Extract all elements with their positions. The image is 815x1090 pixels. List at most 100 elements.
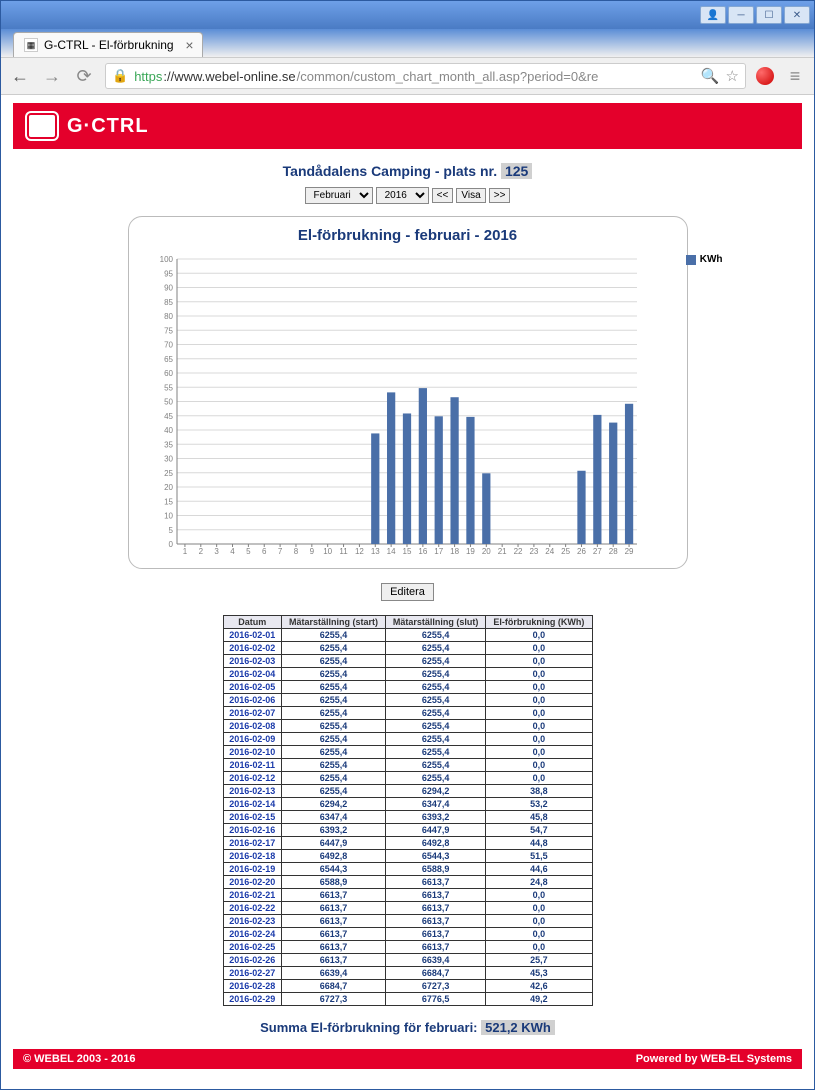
- date-link[interactable]: 2016-02-14: [229, 799, 275, 809]
- url-input[interactable]: 🔒 https ://www.webel-online.se /common/c…: [105, 63, 746, 89]
- value-cell: 6727,3: [385, 980, 485, 993]
- date-link[interactable]: 2016-02-15: [229, 812, 275, 822]
- date-cell[interactable]: 2016-02-14: [223, 798, 281, 811]
- svg-text:28: 28: [608, 547, 617, 556]
- minimize-button[interactable]: ─: [728, 6, 754, 24]
- value-cell: 0,0: [486, 915, 592, 928]
- date-link[interactable]: 2016-02-16: [229, 825, 275, 835]
- forward-button[interactable]: →: [41, 65, 63, 87]
- date-link[interactable]: 2016-02-24: [229, 929, 275, 939]
- address-bar: ← → ⟳ 🔒 https ://www.webel-online.se /co…: [1, 57, 814, 95]
- tab-close-icon[interactable]: ×: [185, 37, 193, 53]
- date-link[interactable]: 2016-02-17: [229, 838, 275, 848]
- zoom-icon[interactable]: 🔍: [701, 67, 720, 85]
- date-link[interactable]: 2016-02-23: [229, 916, 275, 926]
- value-cell: 0,0: [486, 655, 592, 668]
- title-place-nr: 125: [501, 163, 532, 179]
- date-link[interactable]: 2016-02-22: [229, 903, 275, 913]
- date-cell[interactable]: 2016-02-18: [223, 850, 281, 863]
- svg-text:50: 50: [164, 398, 173, 407]
- value-cell: 6613,7: [281, 928, 385, 941]
- browser-tab[interactable]: ▦ G-CTRL - El-förbrukning ×: [13, 32, 203, 57]
- date-link[interactable]: 2016-02-13: [229, 786, 275, 796]
- date-cell[interactable]: 2016-02-10: [223, 746, 281, 759]
- value-cell: 0,0: [486, 928, 592, 941]
- date-cell[interactable]: 2016-02-07: [223, 707, 281, 720]
- opera-icon[interactable]: [756, 67, 774, 85]
- year-select[interactable]: 2016: [376, 187, 429, 204]
- show-button[interactable]: Visa: [456, 188, 485, 203]
- date-link[interactable]: 2016-02-07: [229, 708, 275, 718]
- edit-button[interactable]: Editera: [381, 583, 434, 601]
- next-button[interactable]: >>: [489, 188, 511, 203]
- date-link[interactable]: 2016-02-01: [229, 630, 275, 640]
- date-cell[interactable]: 2016-02-01: [223, 629, 281, 642]
- date-link[interactable]: 2016-02-29: [229, 994, 275, 1004]
- date-link[interactable]: 2016-02-26: [229, 955, 275, 965]
- date-cell[interactable]: 2016-02-16: [223, 824, 281, 837]
- close-button[interactable]: ✕: [784, 6, 810, 24]
- date-cell[interactable]: 2016-02-13: [223, 785, 281, 798]
- date-cell[interactable]: 2016-02-02: [223, 642, 281, 655]
- svg-text:30: 30: [164, 455, 173, 464]
- page-title: Tandådalens Camping - plats nr. 125: [13, 163, 802, 179]
- date-link[interactable]: 2016-02-19: [229, 864, 275, 874]
- date-link[interactable]: 2016-02-02: [229, 643, 275, 653]
- date-cell[interactable]: 2016-02-22: [223, 902, 281, 915]
- date-cell[interactable]: 2016-02-21: [223, 889, 281, 902]
- date-cell[interactable]: 2016-02-26: [223, 954, 281, 967]
- date-cell[interactable]: 2016-02-08: [223, 720, 281, 733]
- back-button[interactable]: ←: [9, 65, 31, 87]
- menu-button[interactable]: ≡: [784, 65, 806, 87]
- date-cell[interactable]: 2016-02-05: [223, 681, 281, 694]
- value-cell: 25,7: [486, 954, 592, 967]
- date-cell[interactable]: 2016-02-15: [223, 811, 281, 824]
- date-link[interactable]: 2016-02-08: [229, 721, 275, 731]
- date-link[interactable]: 2016-02-18: [229, 851, 275, 861]
- value-cell: 6347,4: [385, 798, 485, 811]
- date-cell[interactable]: 2016-02-03: [223, 655, 281, 668]
- date-link[interactable]: 2016-02-11: [229, 760, 275, 770]
- user-icon[interactable]: 👤: [700, 6, 726, 24]
- date-cell[interactable]: 2016-02-04: [223, 668, 281, 681]
- date-cell[interactable]: 2016-02-09: [223, 733, 281, 746]
- date-link[interactable]: 2016-02-09: [229, 734, 275, 744]
- value-cell: 49,2: [486, 993, 592, 1006]
- date-link[interactable]: 2016-02-21: [229, 890, 275, 900]
- date-link[interactable]: 2016-02-03: [229, 656, 275, 666]
- date-link[interactable]: 2016-02-10: [229, 747, 275, 757]
- date-cell[interactable]: 2016-02-20: [223, 876, 281, 889]
- date-cell[interactable]: 2016-02-24: [223, 928, 281, 941]
- value-cell: 6255,4: [385, 668, 485, 681]
- maximize-button[interactable]: ☐: [756, 6, 782, 24]
- star-icon[interactable]: ☆: [726, 67, 739, 85]
- date-cell[interactable]: 2016-02-17: [223, 837, 281, 850]
- reload-button[interactable]: ⟳: [73, 65, 95, 87]
- value-cell: 6588,9: [385, 863, 485, 876]
- date-cell[interactable]: 2016-02-12: [223, 772, 281, 785]
- date-cell[interactable]: 2016-02-25: [223, 941, 281, 954]
- value-cell: 6255,4: [281, 668, 385, 681]
- date-link[interactable]: 2016-02-20: [229, 877, 275, 887]
- prev-button[interactable]: <<: [432, 188, 454, 203]
- date-cell[interactable]: 2016-02-28: [223, 980, 281, 993]
- date-cell[interactable]: 2016-02-11: [223, 759, 281, 772]
- svg-text:90: 90: [164, 284, 173, 293]
- date-link[interactable]: 2016-02-12: [229, 773, 275, 783]
- value-cell: 6255,4: [281, 733, 385, 746]
- date-link[interactable]: 2016-02-25: [229, 942, 275, 952]
- date-link[interactable]: 2016-02-28: [229, 981, 275, 991]
- date-link[interactable]: 2016-02-04: [229, 669, 275, 679]
- date-cell[interactable]: 2016-02-06: [223, 694, 281, 707]
- table-row: 2016-02-036255,46255,40,0: [223, 655, 592, 668]
- date-cell[interactable]: 2016-02-29: [223, 993, 281, 1006]
- month-select[interactable]: Februari: [305, 187, 373, 204]
- value-cell: 6613,7: [385, 941, 485, 954]
- table-header: El-förbrukning (KWh): [486, 616, 592, 629]
- date-cell[interactable]: 2016-02-27: [223, 967, 281, 980]
- date-cell[interactable]: 2016-02-19: [223, 863, 281, 876]
- date-link[interactable]: 2016-02-05: [229, 682, 275, 692]
- date-link[interactable]: 2016-02-06: [229, 695, 275, 705]
- date-cell[interactable]: 2016-02-23: [223, 915, 281, 928]
- date-link[interactable]: 2016-02-27: [229, 968, 275, 978]
